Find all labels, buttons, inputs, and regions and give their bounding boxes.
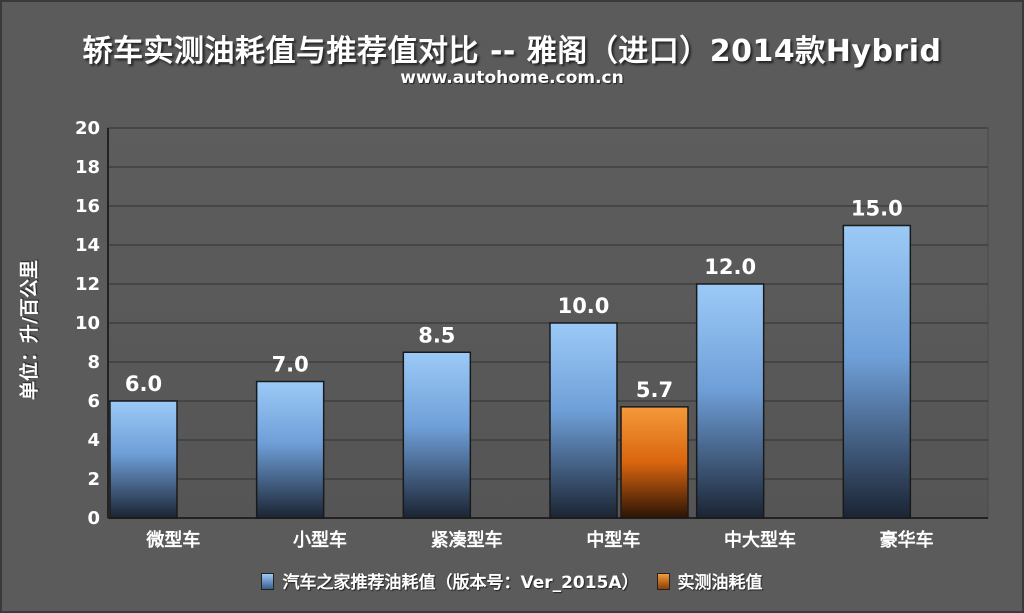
bar-recommended xyxy=(842,224,912,519)
legend-swatch-actual xyxy=(656,573,670,590)
y-tick-label: 12 xyxy=(75,274,100,295)
plot-area: 0 2 4 6 8 10 12 14 16 18 20 微型车 6.0 小型车 7.0 紧凑型车 8.5 中型车 1… xyxy=(75,118,989,551)
chart-subtitle: www.autohome.com.cn xyxy=(400,68,624,88)
x-tick-label: 中大型车 xyxy=(724,529,796,551)
y-tick-label: 2 xyxy=(87,469,100,490)
y-tick-label: 18 xyxy=(75,157,100,178)
data-label: 12.0 xyxy=(704,255,756,279)
x-tick-label: 紧凑型车 xyxy=(431,529,503,551)
legend-item-actual: 实测油耗值 xyxy=(656,573,763,593)
y-tick-label: 8 xyxy=(87,352,100,373)
y-tick-label: 14 xyxy=(75,235,100,256)
x-tick-label: 中型车 xyxy=(586,529,640,551)
data-label: 6.0 xyxy=(125,372,162,396)
bar-recommended xyxy=(255,380,325,519)
bar-recommended xyxy=(695,283,765,519)
bar-actual xyxy=(620,406,689,519)
data-label: 5.7 xyxy=(636,378,673,402)
legend-label-recommended: 汽车之家推荐油耗值（版本号：Ver_2015A） xyxy=(282,573,639,593)
data-label: 15.0 xyxy=(851,197,903,221)
bar-recommended xyxy=(549,322,618,519)
x-tick-label: 小型车 xyxy=(293,529,347,551)
bar-recommended xyxy=(109,400,178,519)
legend-item-recommended: 汽车之家推荐油耗值（版本号：Ver_2015A） xyxy=(261,573,644,593)
data-label: 7.0 xyxy=(272,353,309,377)
x-tick-label: 微型车 xyxy=(145,529,200,551)
y-tick-label: 4 xyxy=(87,430,100,451)
legend-label-actual: 实测油耗值 xyxy=(677,573,763,593)
y-tick-label: 10 xyxy=(75,313,100,334)
y-tick-label: 16 xyxy=(75,196,100,217)
y-tick-label: 6 xyxy=(87,391,100,412)
data-label: 8.5 xyxy=(418,323,455,347)
data-label: 10.0 xyxy=(558,294,610,318)
legend: 汽车之家推荐油耗值（版本号：Ver_2015A） 实测油耗值 xyxy=(0,568,1024,593)
legend-swatch-recommended xyxy=(261,573,275,590)
y-tick-label: 20 xyxy=(75,118,100,139)
bar-recommended xyxy=(402,351,472,519)
y-tick-label: 0 xyxy=(87,508,100,529)
x-tick-label: 豪华车 xyxy=(880,529,934,551)
chart-title: 轿车实测油耗值与推荐值对比 -- 雅阁（进口）2014款Hybrid xyxy=(82,34,942,69)
